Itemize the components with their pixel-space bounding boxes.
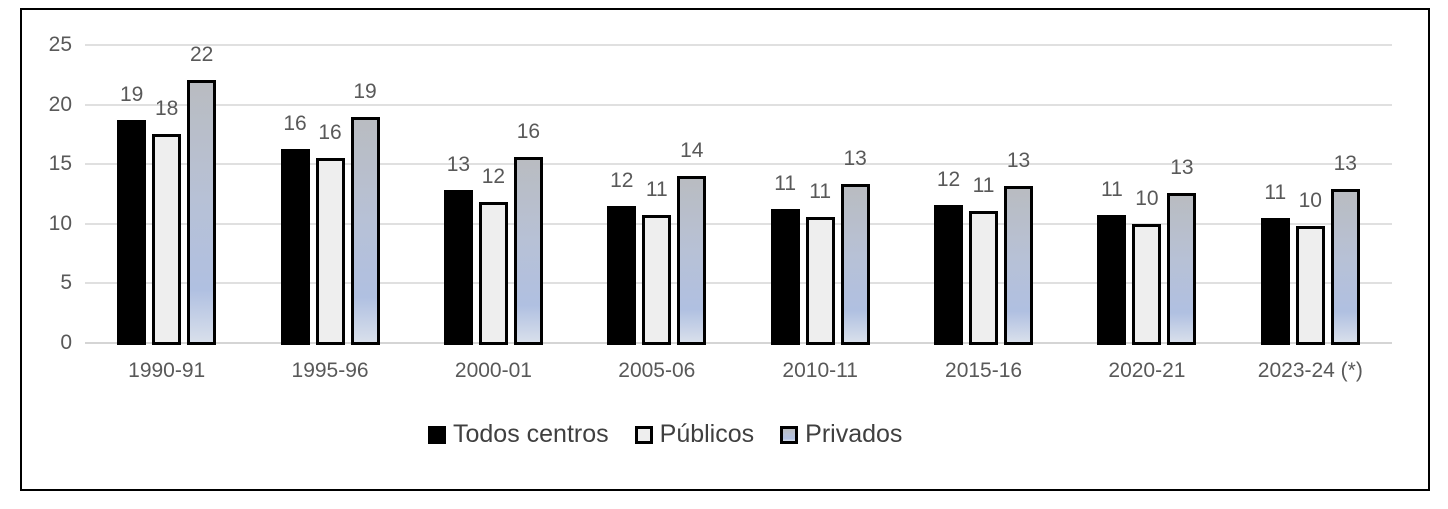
bar-value-label: 22 [190, 42, 214, 66]
legend-item-privados: Privados [780, 420, 902, 449]
gridline [85, 342, 1392, 344]
x-axis-category-label: 1995-96 [291, 359, 369, 382]
bar-value-label: 13 [1333, 152, 1357, 176]
bar-value-label: 11 [809, 179, 832, 203]
gridline [85, 103, 1392, 106]
bar-publicos [152, 134, 182, 345]
x-axis-category-label: 2005-06 [618, 359, 696, 382]
bar-privados [513, 157, 543, 345]
legend: Todos centros Públicos Privados [428, 420, 902, 449]
bar-privados [1004, 185, 1034, 345]
bar-privados [187, 79, 217, 345]
bar-value-label: 16 [516, 120, 541, 144]
bar-value-label: 18 [155, 97, 179, 121]
gridline [85, 282, 1392, 285]
bar-publicos [642, 215, 672, 345]
bar-value-label: 13 [843, 147, 867, 171]
y-axis-tick-label: 0 [60, 331, 72, 354]
bar-todos-centros [607, 205, 637, 345]
legend-swatch-publicos [634, 425, 653, 444]
bar-todos-centros [934, 204, 964, 345]
bar-privados [677, 176, 707, 345]
bar-value-label: 12 [936, 167, 961, 191]
bar-publicos [1132, 223, 1162, 345]
x-axis-category-label: 1990-91 [128, 359, 206, 382]
bar-value-label: 11 [1264, 180, 1287, 204]
x-axis-category-label: 2015-16 [945, 359, 1023, 382]
legend-label-privados: Privados [805, 420, 903, 448]
bar-privados [1330, 189, 1360, 345]
gridline [85, 163, 1392, 166]
bar-publicos [1295, 226, 1325, 345]
x-axis-category-label: 2020-21 [1108, 359, 1186, 382]
bar-value-label: 13 [1170, 155, 1194, 179]
bar-publicos [315, 158, 345, 345]
legend-swatch-todos-centros [428, 425, 446, 444]
bar-todos-centros [443, 190, 473, 345]
bar-value-label: 10 [1298, 189, 1322, 213]
bar-value-label: 16 [283, 111, 307, 135]
bar-todos-centros [117, 120, 147, 345]
bar-todos-centros [280, 148, 310, 345]
bar-todos-centros [1260, 217, 1290, 345]
bar-privados [1167, 192, 1197, 345]
x-axis-category-label: 2023-24 (*) [1257, 359, 1363, 382]
y-axis-tick-label: 15 [48, 152, 72, 176]
legend-label-publicos: Públicos [659, 420, 755, 448]
legend-swatch-privados [780, 425, 799, 444]
bar-value-label: 13 [1006, 148, 1031, 172]
y-axis-tick-label: 5 [60, 271, 72, 295]
x-axis-category-label: 2000-01 [454, 359, 532, 382]
bar-value-label: 11 [1101, 178, 1123, 202]
legend-item-publicos: Públicos [634, 420, 755, 449]
bar-todos-centros [1097, 215, 1127, 345]
bar-privados [840, 184, 870, 345]
bar-value-label: 11 [972, 173, 995, 197]
bar-value-label: 19 [353, 79, 377, 103]
gridline [85, 222, 1392, 225]
bar-value-label: 12 [481, 165, 506, 189]
y-axis-tick-label: 20 [48, 92, 72, 116]
x-axis-category-label: 2010-11 [782, 359, 858, 382]
bar-value-label: 16 [318, 121, 342, 145]
bar-privados [350, 116, 380, 345]
bar-publicos [805, 216, 835, 345]
bar-value-label: 14 [680, 139, 704, 163]
bar-value-label: 12 [610, 168, 634, 192]
bar-value-label: 19 [120, 83, 144, 107]
legend-label-todos-centros: Todos centros [453, 420, 609, 448]
bar-todos-centros [770, 209, 800, 345]
bar-value-label: 11 [774, 172, 797, 196]
y-axis-tick-label: 25 [48, 33, 72, 56]
gridline [85, 44, 1392, 46]
bar-value-label: 11 [645, 178, 668, 202]
y-axis-tick-label: 10 [48, 211, 72, 235]
bar-publicos [969, 210, 999, 345]
legend-item-todos-centros: Todos centros [428, 420, 609, 449]
chart-frame [20, 8, 1430, 491]
bar-value-label: 10 [1135, 186, 1159, 210]
bar-publicos [478, 202, 508, 345]
bar-value-label: 13 [446, 153, 471, 177]
